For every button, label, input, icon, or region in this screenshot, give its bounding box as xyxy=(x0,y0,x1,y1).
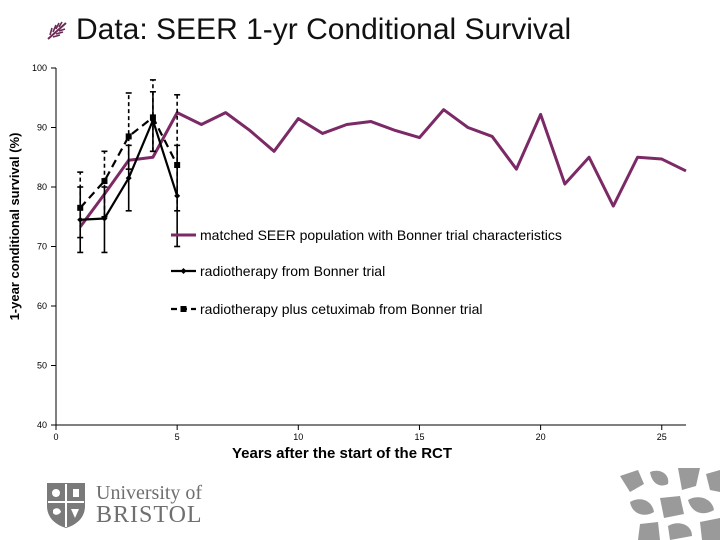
y-tick-label: 90 xyxy=(37,123,47,133)
x-tick-label: 20 xyxy=(536,432,546,442)
legend-label-2: radiotherapy from Bonner trial xyxy=(200,263,385,279)
data-point-square xyxy=(125,133,132,140)
x-tick-label: 5 xyxy=(175,432,180,442)
x-tick-label: 15 xyxy=(414,432,424,442)
data-point-square xyxy=(101,178,108,185)
data-point-square xyxy=(77,204,84,211)
x-tick-label: 25 xyxy=(657,432,667,442)
legend-label-1: matched SEER population with Bonner tria… xyxy=(200,227,562,243)
heraldic-pattern-icon xyxy=(560,466,720,540)
survival-chart: 40 50 60 70 80 90 100 0 5 10 15 20 25 Years after the… xyxy=(7,63,687,462)
y-tick-label: 50 xyxy=(37,361,47,371)
series-line-3 xyxy=(79,116,179,209)
university-logo: University of BRISTOL xyxy=(44,480,203,530)
series-line-1 xyxy=(79,108,687,228)
y-tick-label: 70 xyxy=(37,242,47,252)
data-point-diamond xyxy=(125,175,132,182)
x-tick-label: 0 xyxy=(53,432,58,442)
legend-marker-square xyxy=(180,306,187,312)
legend-label-3: radiotherapy plus cetuximab from Bonner … xyxy=(200,301,482,317)
footer: University of BRISTOL xyxy=(0,466,720,540)
y-tick-label: 40 xyxy=(37,420,47,430)
university-crest-icon xyxy=(47,483,85,528)
x-tick-label: 10 xyxy=(293,432,303,442)
title-row: Data: SEER 1-yr Conditional Survival xyxy=(46,8,571,52)
data-point-square xyxy=(149,114,156,121)
slide-title: Data: SEER 1-yr Conditional Survival xyxy=(76,13,572,46)
logo-line1: University of xyxy=(96,482,203,504)
legend-marker-diamond xyxy=(180,268,187,274)
logo-line2: BRISTOL xyxy=(96,502,203,528)
y-tick-label: 100 xyxy=(32,63,47,73)
data-point-square xyxy=(174,161,181,168)
y-tick-label: 60 xyxy=(37,301,47,311)
tick-bullet-icon xyxy=(47,21,67,40)
x-axis-label: Years after the start of the RCT xyxy=(232,445,452,462)
y-tick-label: 80 xyxy=(37,182,47,192)
y-axis-label: 1-year conditional survival (%) xyxy=(7,133,22,321)
